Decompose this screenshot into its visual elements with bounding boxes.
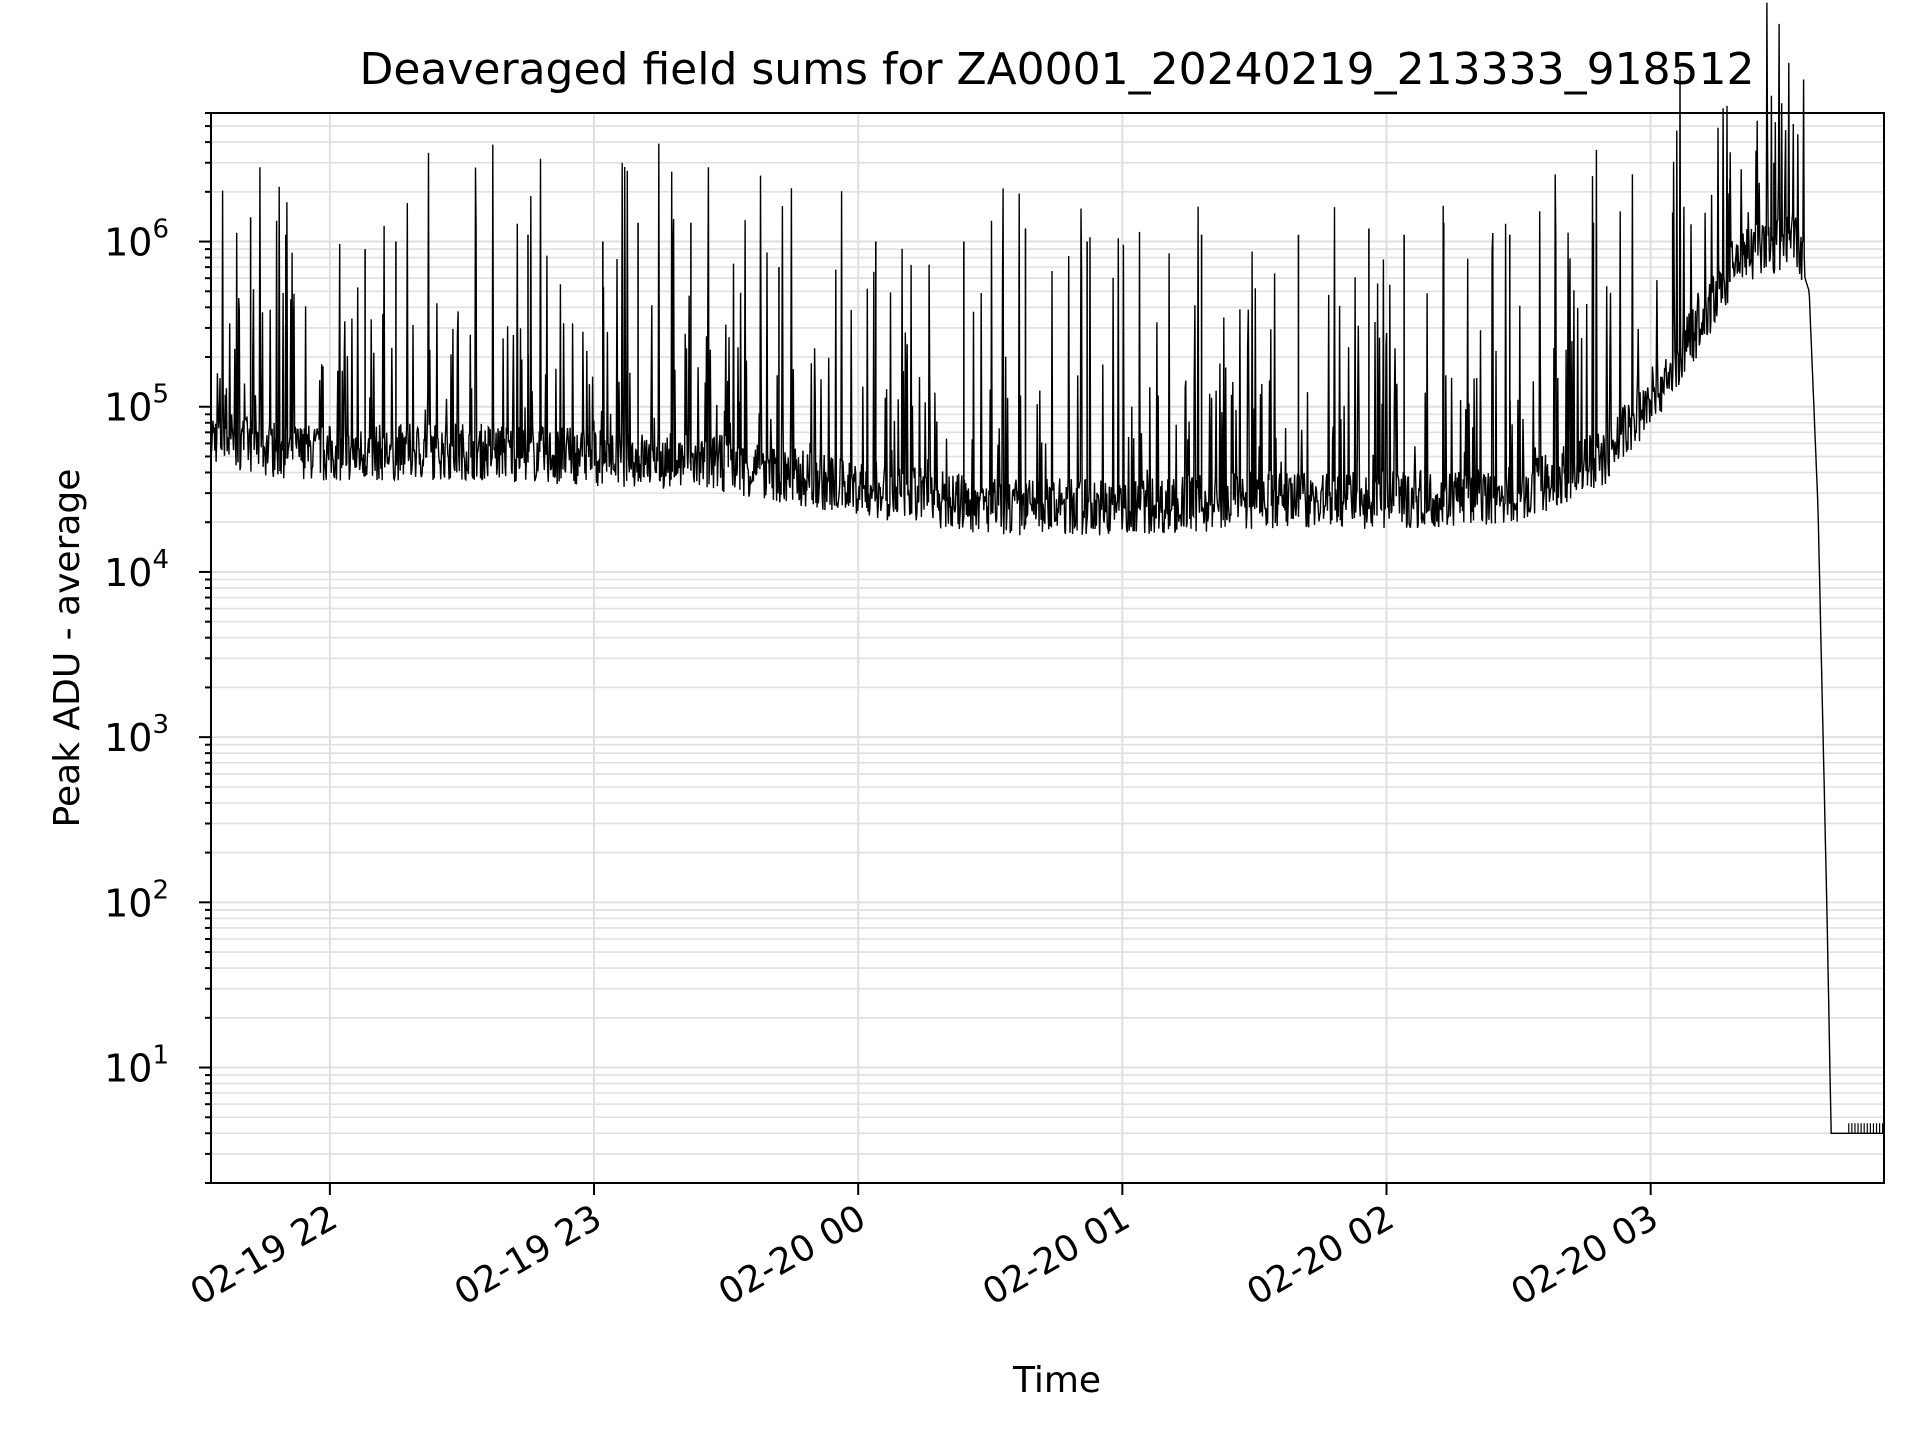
x-tick-label: 02-20 02 <box>1240 1197 1401 1313</box>
x-tick-label: 02-19 22 <box>184 1197 345 1313</box>
x-tick-label: 02-20 01 <box>976 1197 1137 1313</box>
x-tick-label: 02-19 23 <box>448 1197 609 1313</box>
y-axis-label: Peak ADU - average <box>47 469 88 828</box>
y-tick-label: 106 <box>104 215 169 265</box>
chart-title: Deaveraged field sums for ZA0001_2024021… <box>359 44 1754 95</box>
series-line <box>210 2 1884 1134</box>
plot-area <box>210 2 1884 1134</box>
y-tick-label: 105 <box>104 380 169 430</box>
y-tick-label: 104 <box>104 545 169 595</box>
axes-frame <box>210 112 1885 1184</box>
x-axis: 02-19 22 02-19 23 02-20 00 02-20 01 02-20 02… <box>184 1183 1665 1314</box>
y-tick-label: 103 <box>104 710 169 760</box>
x-axis-label: Time <box>1012 1360 1101 1401</box>
y-tick-label: 102 <box>104 875 169 925</box>
y-axis: 101 102 103 104 105 106 <box>104 112 211 1184</box>
x-tick-label: 02-20 00 <box>712 1197 873 1313</box>
y-tick-label: 101 <box>104 1041 169 1091</box>
x-tick-label: 02-20 03 <box>1504 1197 1665 1313</box>
